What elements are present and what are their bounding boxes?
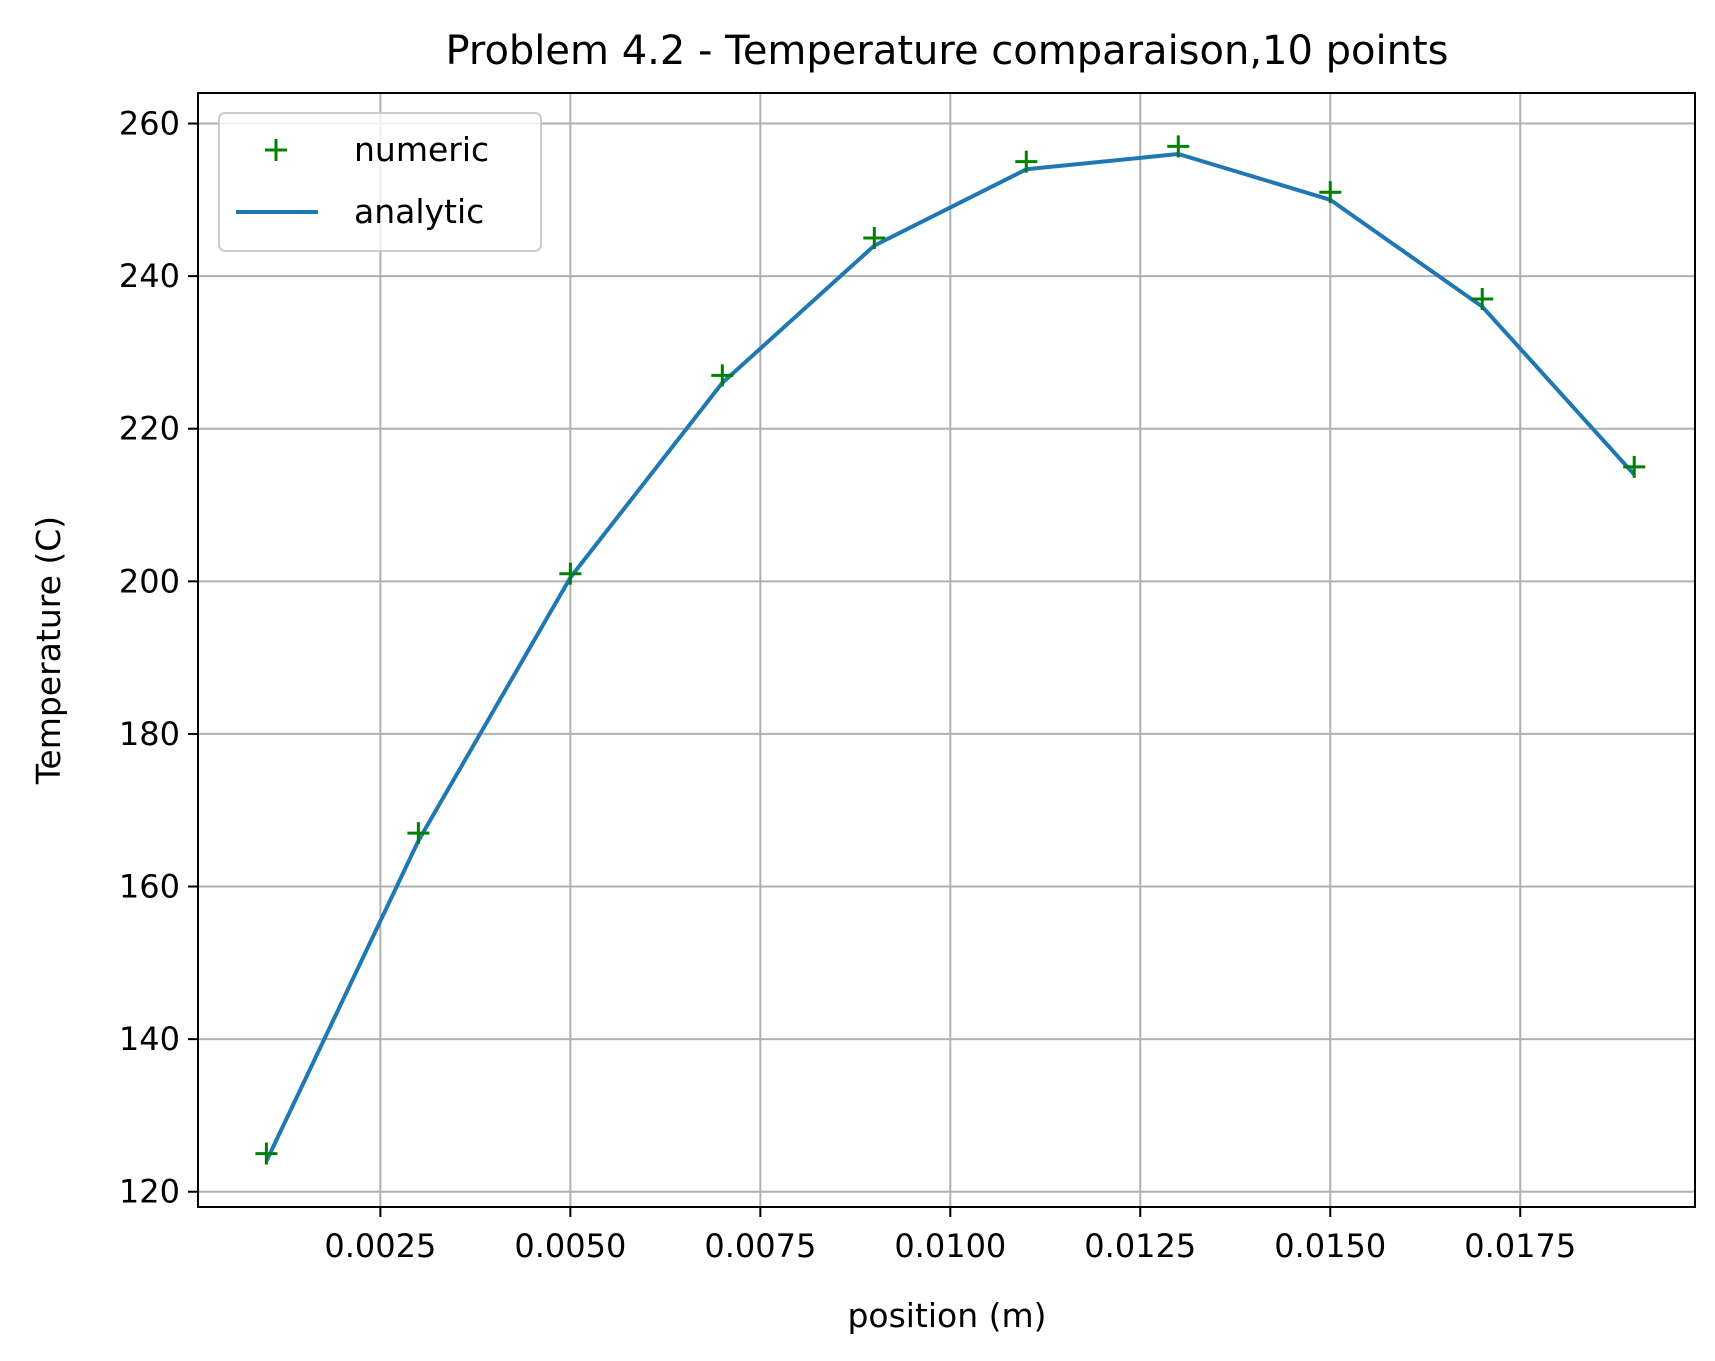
x-tick-label: 0.0075	[704, 1227, 816, 1265]
numeric-data-point	[255, 1142, 278, 1165]
chart-title: Problem 4.2 - Temperature comparaison,10…	[445, 28, 1448, 74]
y-tick-label: 200	[119, 562, 180, 600]
x-axis-label: position (m)	[847, 1296, 1046, 1335]
legend-entry-analytic: analytic	[236, 192, 484, 231]
x-tick-label: 0.0175	[1464, 1227, 1576, 1265]
plot-frame	[197, 92, 1696, 1208]
numeric-data-point	[1319, 181, 1342, 204]
y-tick-label: 180	[119, 715, 180, 753]
x-tick-label: 0.0050	[514, 1227, 626, 1265]
x-tick-label: 0.0125	[1084, 1227, 1196, 1265]
y-tick-label: 160	[119, 868, 180, 906]
numeric-data-point	[863, 226, 886, 249]
y-axis-label: Temperature (C)	[29, 516, 68, 785]
numeric-data-point	[1471, 288, 1494, 311]
legend-label: numeric	[354, 130, 489, 169]
analytic-series-line	[264, 152, 1636, 1163]
grid	[198, 93, 1695, 1207]
legend-entry-numeric: numeric	[265, 130, 489, 169]
y-tick-label: 140	[119, 1020, 180, 1058]
y-tick-label: 220	[119, 410, 180, 448]
legend-label: analytic	[354, 192, 484, 231]
x-tick-label: 0.0100	[894, 1227, 1006, 1265]
x-tick-label: 0.0025	[324, 1227, 436, 1265]
numeric-data-point	[711, 364, 734, 387]
legend-box	[218, 112, 542, 252]
numeric-data-point	[1623, 455, 1646, 478]
y-tick-label: 240	[119, 257, 180, 295]
y-tick-label: 120	[119, 1173, 180, 1211]
x-tick-label: 0.0150	[1274, 1227, 1386, 1265]
numeric-data-point	[559, 562, 582, 585]
numeric-data-point	[407, 822, 430, 845]
y-tick-label: 260	[119, 105, 180, 143]
plot-series	[255, 135, 1646, 1165]
numeric-data-point	[1015, 150, 1038, 173]
numeric-data-point	[1167, 135, 1190, 158]
axis-ticks: 0.0025 0.0050 0.0075 0.0100 0.0125 0.0150 0.01…	[119, 105, 1576, 1265]
legend: numeric analytic	[218, 112, 542, 252]
